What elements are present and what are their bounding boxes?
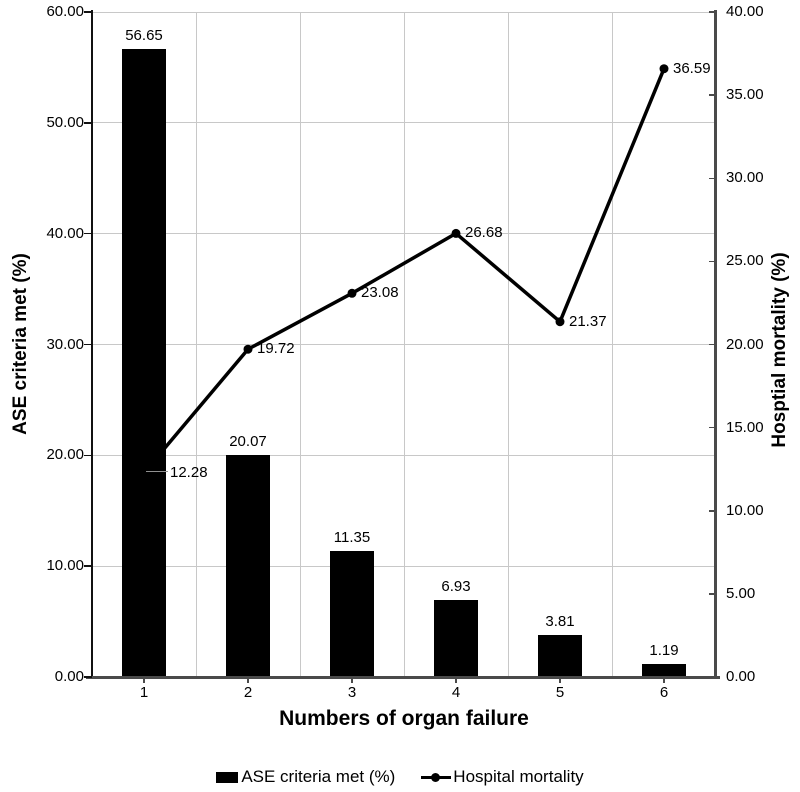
- right-tick-label: 20.00: [726, 335, 764, 353]
- x-tick: [559, 677, 561, 683]
- right-tick: [709, 676, 717, 678]
- left-tick: [84, 232, 92, 235]
- left-tick-label: 50.00: [46, 113, 84, 131]
- left-tick-label: 20.00: [46, 446, 84, 464]
- bar: [434, 600, 478, 677]
- right-tick-label: 30.00: [726, 169, 764, 187]
- bar-label: 3.81: [545, 612, 575, 630]
- data-point-marker: [243, 344, 253, 354]
- point-label: 21.37: [569, 312, 607, 330]
- data-point-marker: [555, 317, 565, 327]
- grid-line-v: [403, 12, 405, 677]
- right-tick-label: 15.00: [726, 418, 764, 436]
- right-tick: [709, 260, 717, 263]
- bar: [226, 454, 270, 677]
- bar-label: 20.07: [229, 432, 267, 450]
- right-tick-label: 35.00: [726, 86, 764, 104]
- x-tick: [143, 677, 145, 683]
- right-tick-label: 5.00: [726, 584, 756, 602]
- left-tick: [84, 122, 92, 124]
- data-point-marker: [347, 288, 357, 298]
- legend-item-line-series: Hospital mortality: [421, 767, 584, 787]
- legend: ASE criteria met (%) Hospital mortality: [0, 762, 800, 792]
- x-tick: [455, 677, 457, 683]
- right-tick: [709, 426, 717, 429]
- grid-line-v: [195, 12, 197, 677]
- x-tick-label: 5: [555, 684, 565, 701]
- x-tick-label: 6: [659, 684, 669, 701]
- left-tick: [84, 343, 92, 346]
- left-axis-title: ASE criteria met (%): [10, 253, 31, 435]
- bar: [330, 551, 374, 677]
- right-tick: [709, 510, 717, 512]
- x-tick: [247, 677, 249, 683]
- bar-label: 6.93: [441, 578, 471, 596]
- bar-label: 1.19: [649, 641, 679, 659]
- x-axis-line: [86, 675, 720, 679]
- right-tick-label: 0.00: [726, 668, 756, 685]
- right-tick: [709, 343, 717, 346]
- data-point-marker: [659, 64, 669, 74]
- grid-line-v: [299, 12, 301, 677]
- bar-label: 11.35: [333, 529, 371, 547]
- left-tick: [84, 565, 92, 567]
- bar-swatch-icon: [216, 771, 239, 783]
- x-tick-label: 4: [451, 684, 461, 701]
- leader-line: [146, 470, 168, 473]
- point-label: 12.28: [170, 463, 208, 481]
- right-tick: [709, 177, 717, 179]
- left-tick-label: 40.00: [46, 224, 84, 242]
- x-axis-title: Numbers of organ failure: [279, 707, 529, 730]
- point-label: 36.59: [673, 59, 711, 77]
- right-axis-title: Hosptial mortality (%): [769, 252, 790, 448]
- x-tick-label: 2: [243, 684, 253, 701]
- point-label: 23.08: [361, 284, 399, 302]
- legend-label-bar-series: ASE criteria met (%): [241, 767, 396, 786]
- grid-line-v: [611, 12, 613, 677]
- left-tick-label: 0.00: [54, 668, 84, 685]
- point-label: 19.72: [257, 340, 295, 358]
- x-tick-label: 3: [347, 684, 357, 701]
- left-tick: [84, 676, 92, 678]
- left-tick: [84, 11, 92, 13]
- left-tick: [84, 454, 92, 457]
- bar: [538, 634, 582, 677]
- x-tick-label: 1: [139, 684, 149, 701]
- x-tick: [351, 677, 353, 683]
- left-tick-label: 60.00: [46, 3, 84, 20]
- point-label: 26.68: [465, 224, 503, 242]
- bar-label: 56.65: [125, 27, 163, 45]
- left-tick-label: 10.00: [46, 557, 84, 575]
- right-tick: [709, 94, 717, 96]
- right-tick-label: 10.00: [726, 501, 764, 519]
- right-tick-label: 40.00: [726, 3, 764, 20]
- right-tick: [709, 11, 717, 13]
- legend-item-bar-series: ASE criteria met (%): [216, 767, 395, 787]
- x-tick: [663, 677, 665, 683]
- grid-line-v: [507, 12, 509, 677]
- line-dot-swatch-icon: [421, 771, 452, 783]
- left-tick-label: 30.00: [46, 335, 84, 353]
- legend-label-line-series: Hospital mortality: [453, 767, 584, 786]
- bar: [122, 49, 166, 677]
- right-tick-label: 25.00: [726, 252, 764, 270]
- bar: [642, 663, 686, 677]
- right-tick: [709, 593, 717, 595]
